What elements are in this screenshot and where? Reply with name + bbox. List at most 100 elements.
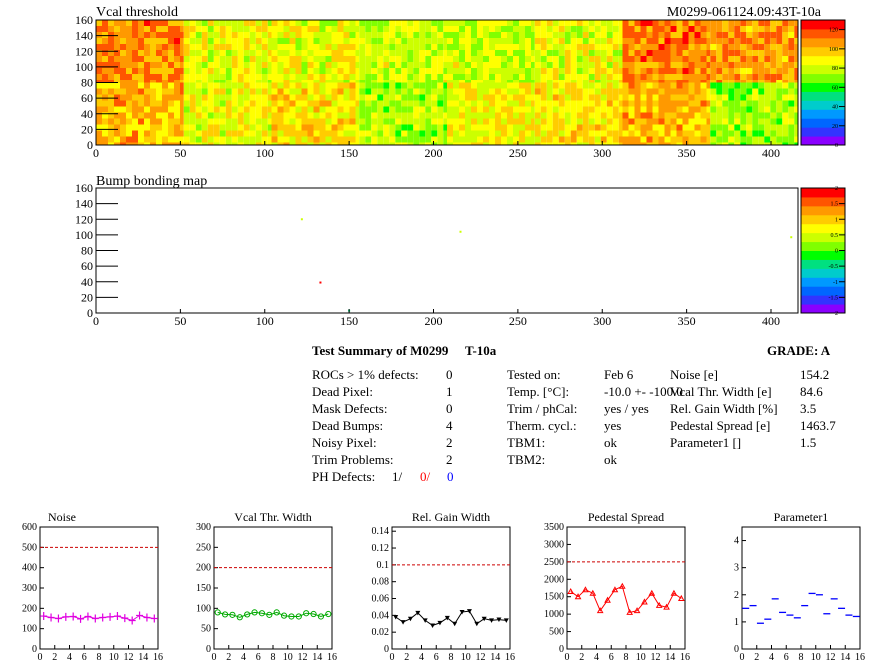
data-point-1: [221, 611, 229, 618]
color-scale-step: [801, 232, 845, 238]
small-plot-frame: [741, 526, 861, 650]
data-point-12: [128, 616, 136, 625]
data-point-0: [393, 615, 399, 620]
color-scale-step: [801, 254, 845, 260]
data-point-11: [648, 589, 656, 596]
data-point-3: [62, 612, 70, 621]
module-stat-value-4: 1.5: [800, 435, 817, 450]
color-scale-step: [801, 196, 845, 202]
data-point-14: [317, 613, 325, 620]
data-point-1: [47, 613, 55, 622]
z-tick-label: 1: [835, 217, 838, 223]
color-scale-step: [801, 86, 845, 92]
y-tick-label: 200: [196, 563, 211, 574]
module-stat-value-3: 1463.7: [800, 418, 836, 433]
color-scale-step: [801, 118, 845, 124]
y-tick-label: 2: [734, 590, 739, 601]
y-tick-label: 100: [75, 60, 93, 74]
bump-point-0: [300, 218, 303, 221]
y-tick-label: 120: [75, 44, 93, 58]
data-point-0: [214, 609, 221, 616]
y-tick-label: 500: [22, 542, 37, 553]
module-stat-label-3: Pedestal Spread [e]: [670, 418, 771, 433]
small-plot-frame: [391, 526, 511, 650]
y-tick-label: 300: [22, 583, 37, 594]
x-tick-label: 4: [241, 652, 246, 663]
small-chart-2: Rel. Gain Width 0 0.02 0.04 0.06 0.08 0.1 0.12 0…: [372, 510, 516, 663]
data-point-15: [677, 594, 685, 601]
data-point-8: [626, 608, 634, 615]
y-tick-label: 60: [81, 259, 93, 273]
color-scale-step: [801, 268, 845, 274]
x-tick-label: 100: [256, 146, 274, 160]
data-point-12: [655, 601, 663, 608]
y-tick-label: 1000: [544, 609, 564, 620]
color-scale-step: [801, 192, 845, 198]
y-tick-label: 1: [734, 617, 739, 628]
color-scale-step: [801, 246, 845, 251]
z-tick-label: 80: [832, 66, 838, 72]
x-tick-label: 2: [52, 652, 57, 663]
y-tick-label: 400: [22, 563, 37, 574]
color-scale-step: [801, 201, 845, 207]
data-point-10: [641, 598, 648, 605]
data-point-8: [99, 613, 107, 622]
y-tick-label: 0: [87, 138, 93, 152]
data-point-11: [474, 621, 480, 627]
y-tick-label: 160: [75, 181, 93, 195]
z-tick-label: 60: [832, 85, 838, 91]
defect-label-2: Mask Defects:: [312, 401, 388, 416]
defect-label-3: Dead Bumps:: [312, 418, 384, 433]
data-point-2: [407, 616, 413, 622]
data-point-12: [481, 616, 487, 622]
data-point-4: [596, 607, 604, 614]
color-scale-step: [801, 308, 845, 314]
test-info-label-0: Tested on:: [507, 367, 561, 382]
y-tick-label: 20: [81, 290, 93, 304]
y-tick-label: 0: [206, 644, 211, 655]
y-tick-label: 40: [81, 107, 93, 121]
data-point-13: [136, 611, 144, 620]
y-tick-label: 80: [81, 76, 93, 90]
y-tick-label: 3000: [544, 539, 564, 550]
y-tick-label: 140: [75, 197, 93, 211]
y-tick-label: 0: [384, 644, 389, 655]
test-info-label-1: Temp. [°C]:: [507, 384, 570, 399]
data-point-15: [150, 614, 158, 623]
y-tick-label: 0.04: [372, 610, 390, 621]
grade-label: GRADE: A: [767, 343, 831, 358]
x-tick-label: 250: [509, 314, 527, 328]
color-scale-step: [801, 60, 845, 66]
z-tick-label: 1.5: [831, 202, 839, 208]
data-point-7: [618, 582, 626, 589]
color-scale-step: [801, 51, 845, 57]
x-tick-label: 6: [434, 652, 439, 663]
plot-area: [96, 188, 798, 313]
color-scale-step: [801, 131, 845, 137]
test-info-value-1: -10.0 +- -100.0: [604, 384, 683, 399]
defect-value-0: 0: [446, 367, 453, 382]
module-stat-value-0: 154.2: [800, 367, 830, 382]
z-tick-label: 2: [835, 186, 838, 192]
color-scale-step: [801, 78, 845, 83]
data-point-3: [415, 610, 421, 616]
x-tick-label: 16: [855, 652, 865, 663]
y-tick-label: 60: [81, 91, 93, 105]
y-tick-label: 20: [81, 122, 93, 136]
x-tick-label: 10: [461, 652, 471, 663]
data-point-15: [325, 610, 332, 618]
z-tick-label: 0: [835, 249, 838, 255]
color-scale-step: [801, 55, 845, 61]
color-scale-step: [801, 37, 845, 43]
color-scale-step: [801, 140, 845, 146]
y-tick-label: 250: [196, 542, 211, 553]
series-line: [217, 611, 329, 618]
color-scale-step: [801, 73, 845, 79]
x-tick-label: 14: [138, 652, 148, 663]
color-scale-step: [801, 299, 845, 305]
y-tick-label: 150: [196, 583, 211, 594]
x-tick-label: 8: [449, 652, 454, 663]
series-line: [570, 585, 682, 613]
x-tick-label: 8: [624, 652, 629, 663]
